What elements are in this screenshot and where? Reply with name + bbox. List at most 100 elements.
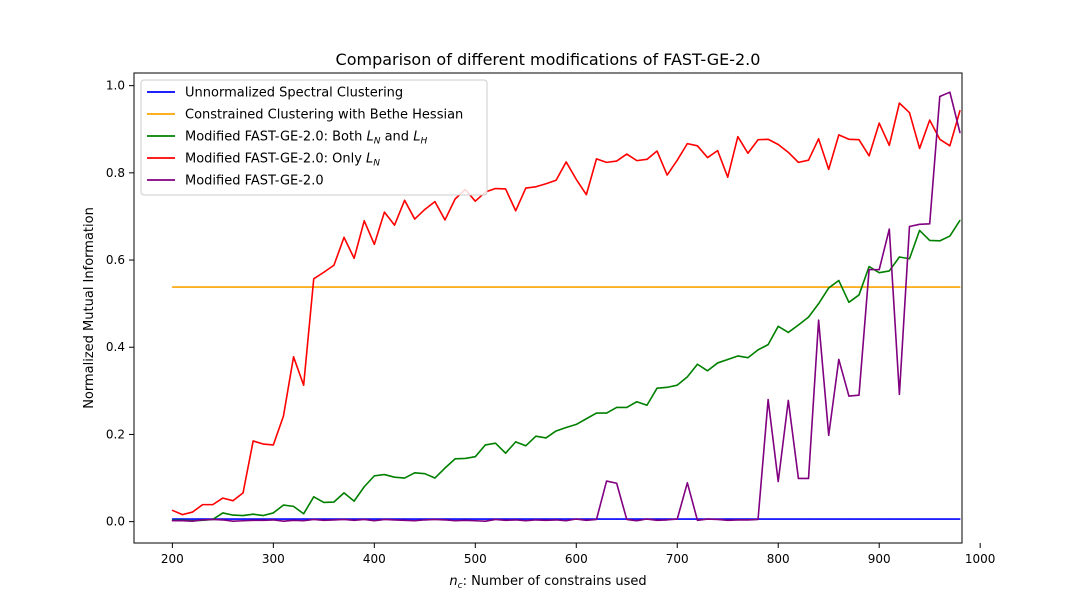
- data-point: [575, 178, 577, 180]
- y-axis-label: Normalized Mutual Information: [82, 207, 97, 409]
- data-point: [818, 303, 820, 305]
- data-point: [242, 520, 244, 522]
- data-point: [515, 286, 517, 288]
- data-point: [888, 228, 890, 230]
- data-point: [898, 518, 901, 520]
- data-point: [949, 518, 951, 520]
- data-point: [666, 386, 668, 388]
- data-point: [949, 145, 951, 147]
- data-point: [272, 519, 274, 521]
- data-point: [858, 518, 860, 520]
- data-point: [353, 257, 355, 259]
- data-point: [181, 520, 184, 522]
- data-point: [878, 269, 880, 271]
- data-point: [363, 518, 365, 521]
- data-point: [353, 518, 355, 520]
- data-point: [747, 519, 749, 521]
- data-point: [797, 161, 800, 163]
- data-point: [444, 467, 446, 469]
- data-point: [595, 412, 598, 414]
- data-point: [313, 278, 315, 280]
- data-point: [424, 286, 426, 288]
- data-point: [474, 200, 476, 202]
- data-point: [272, 512, 274, 514]
- data-point: [393, 519, 396, 521]
- legend-label-part: Modified FAST-GE-2.0: Both: [185, 130, 366, 145]
- data-point: [807, 286, 810, 288]
- data-point: [333, 264, 335, 266]
- data-point: [918, 229, 921, 231]
- data-point: [636, 401, 638, 403]
- data-point: [656, 286, 658, 288]
- data-point: [939, 518, 941, 520]
- data-point: [585, 194, 587, 196]
- series-points-3: [171, 219, 961, 522]
- data-point: [666, 174, 668, 176]
- data-point: [949, 235, 951, 237]
- data-point: [545, 437, 547, 439]
- data-point: [595, 286, 598, 288]
- data-point: [313, 496, 315, 498]
- data-point: [363, 286, 365, 288]
- data-point: [333, 286, 335, 288]
- data-point: [636, 286, 638, 288]
- data-point: [555, 519, 557, 521]
- x-axis-label: nc: Number of constrains used: [449, 574, 646, 591]
- data-point: [494, 187, 497, 190]
- data-point: [676, 518, 678, 520]
- data-point: [727, 518, 729, 520]
- data-point: [474, 520, 476, 522]
- data-point: [918, 518, 921, 520]
- data-point: [363, 486, 365, 488]
- data-point: [767, 344, 769, 346]
- data-point: [878, 272, 880, 274]
- data-point: [898, 256, 901, 258]
- data-point: [575, 518, 577, 520]
- data-point: [525, 445, 527, 447]
- legend-label-part: N: [373, 159, 380, 169]
- data-point: [676, 286, 678, 288]
- data-point: [171, 509, 173, 511]
- data-point: [373, 518, 375, 520]
- data-point: [565, 518, 567, 520]
- data-point: [868, 269, 870, 271]
- data-point: [474, 518, 476, 520]
- legend-box: [140, 79, 488, 196]
- data-point: [424, 473, 426, 475]
- data-point: [706, 370, 709, 372]
- data-point: [292, 505, 295, 507]
- data-point: [656, 518, 658, 520]
- data-point: [575, 286, 577, 288]
- data-point: [323, 501, 325, 504]
- data-point: [807, 518, 810, 520]
- data-point: [272, 286, 274, 288]
- data-point: [818, 319, 820, 321]
- data-point: [252, 513, 254, 515]
- data-point: [515, 210, 517, 212]
- x-tick-label: 400: [363, 552, 386, 566]
- data-point: [282, 286, 285, 288]
- data-point: [878, 518, 880, 520]
- x-tick-label: 500: [464, 552, 487, 566]
- data-point: [474, 286, 476, 288]
- data-point: [858, 139, 860, 141]
- data-point: [787, 399, 789, 402]
- data-point: [242, 492, 244, 494]
- data-point: [545, 286, 547, 288]
- data-point: [797, 477, 800, 480]
- data-point: [868, 518, 870, 520]
- data-point: [787, 286, 789, 288]
- data-point: [918, 286, 921, 288]
- data-point: [848, 395, 850, 397]
- data-point: [212, 518, 214, 521]
- legend-label-5: Modified FAST-GE-2.0: [185, 174, 324, 189]
- data-point: [252, 518, 254, 520]
- data-point: [908, 286, 911, 288]
- data-point: [393, 286, 396, 288]
- data-point: [343, 286, 345, 288]
- data-point: [444, 286, 446, 288]
- legend-label-part: Modified FAST-GE-2.0: Only: [185, 152, 366, 167]
- data-point: [464, 518, 466, 520]
- data-point: [343, 492, 345, 494]
- legend-label-1: Unnormalized Spectral Clustering: [185, 86, 403, 101]
